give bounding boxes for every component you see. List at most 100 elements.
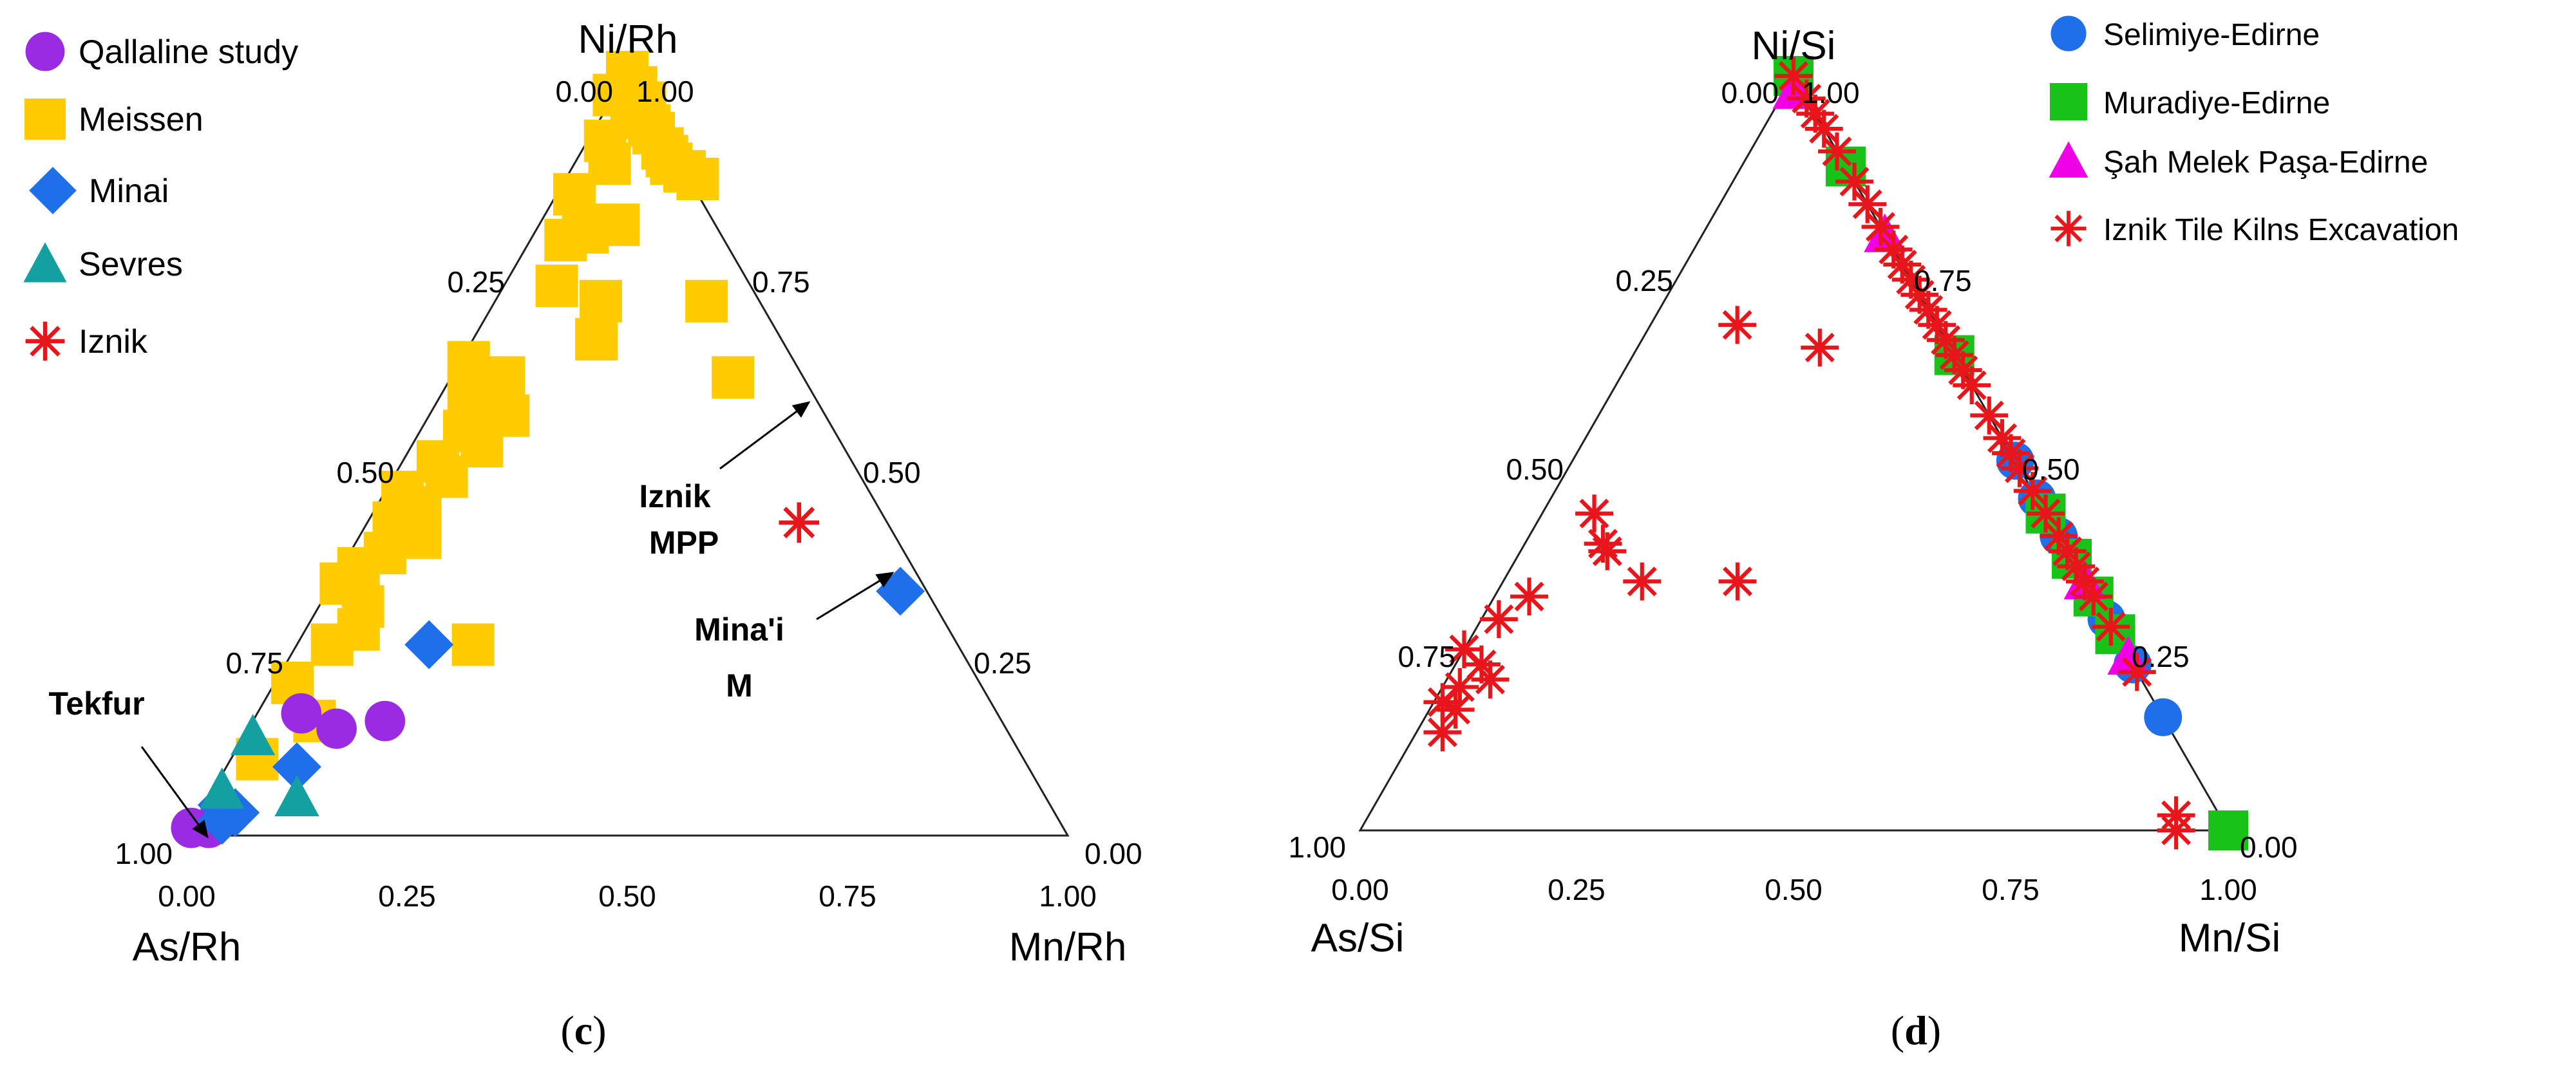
legend-marker [2050, 210, 2087, 247]
annotation-tekfur: Tekfur [48, 686, 144, 722]
panel-d-apex-right: Mn/Si [2179, 916, 2280, 960]
legend-symbol-square [2050, 83, 2087, 120]
annotation-minai-m-arrow [816, 572, 895, 621]
data-point-iznik-tile-kilns-excavation [1883, 245, 1922, 284]
data-point-iznik-tile-kilns-excavation [1983, 419, 2022, 458]
data-point-iznik-tile-kilns-excavation [1970, 396, 2009, 435]
data-point-meissen [579, 279, 622, 323]
data-point-iznik-tile-kilns-excavation [1623, 562, 1662, 601]
data-point-iznik-tile-kilns-excavation [2013, 472, 2052, 510]
data-point-iznik-tile-kilns-excavation [1861, 207, 1900, 246]
panel-d-right-tick: 0.75 [1914, 264, 1972, 297]
panel-d-left-tick: 0.50 [1506, 453, 1564, 486]
panel-d-left-tick: 0.00 [1721, 76, 1779, 109]
panel-c-annotations: Tekfur Iznik MPP Mina'i M [48, 401, 895, 839]
panel-d-points [1423, 56, 2248, 850]
panel-d-left-tick: 0.75 [1397, 640, 1455, 673]
panel-c-left-tick: 0.25 [447, 265, 505, 299]
legend-label: Iznik [79, 323, 148, 360]
panel-c-apex-top: Ni/Rh [578, 17, 677, 62]
panel-d-bottom-tick: 0.50 [1765, 873, 1823, 906]
panel-d-right-tick: 0.25 [2132, 640, 2190, 673]
legend-label: Qallaline study [79, 33, 298, 71]
panel-c-legend: Qallaline study Meissen Minai Sevres Izn… [23, 32, 298, 361]
annotation-tekfur-arrow [140, 746, 209, 839]
data-point-iznik-tile-kilns-excavation [1575, 494, 1613, 533]
panel-d-bottom-tick: 0.75 [1982, 873, 2040, 906]
data-point-iznik-tile-kilns-excavation [2157, 811, 2195, 850]
annotation-iznik-mpp-arrow [719, 401, 811, 470]
data-point-sevres [200, 767, 245, 809]
legend-symbol-triangle [23, 242, 67, 283]
legend-marker [25, 32, 65, 71]
annotation-minai-m-line1: Mina'i [694, 612, 784, 648]
panel-c: Ni/Rh As/Rh Mn/Rh 0.00 0.25 0.50 0.75 1.… [23, 17, 1142, 1053]
legend-marker [23, 242, 67, 283]
data-point-meissen [575, 318, 618, 361]
legend-symbol-triangle [2049, 141, 2088, 178]
data-point-iznik-tile-kilns-excavation [1804, 109, 1843, 148]
legend-symbol-diamond [29, 167, 77, 214]
panel-d-right-tick: 0.50 [2022, 453, 2080, 486]
data-point-iznik-tile-kilns-excavation [1909, 290, 1947, 329]
panel-d-legend: Selimiye-Edirne Muradiye-Edirne Şah Mele… [2049, 15, 2459, 247]
legend-symbol-asterisk [2050, 210, 2087, 247]
data-point-qallaline-study [316, 708, 357, 749]
data-point-iznik-tile-kilns-excavation [1510, 577, 1548, 616]
data-point-iznik-tile-kilns-excavation [2092, 608, 2130, 646]
panel-d-right-tick: 0.00 [2240, 830, 2298, 864]
panel-c-right-tick: 0.75 [752, 265, 810, 299]
data-point-iznik-tile-kilns-excavation [1848, 185, 1887, 223]
panel-c-left-tick: 0.50 [336, 456, 394, 489]
legend-item: Sevres [23, 242, 183, 283]
panel-c-right-tick: 0.00 [1084, 837, 1142, 870]
data-point-iznik-tile-kilns-excavation [1774, 57, 1813, 95]
panel-c-bottom-tick: 0.50 [598, 879, 656, 913]
panel-c-right-tick: 0.50 [863, 456, 921, 489]
panel-d-bottom-tick: 0.00 [1331, 873, 1389, 906]
ternary-frame [185, 70, 1070, 837]
data-point-iznik-tile-kilns-excavation [1423, 713, 1462, 752]
legend-marker [29, 167, 77, 214]
data-point-iznik-tile-kilns-excavation [2048, 532, 2087, 570]
data-point-meissen [597, 203, 640, 247]
legend-symbol-asterisk [25, 321, 65, 361]
legend-marker [2049, 141, 2088, 178]
data-point-iznik [779, 502, 820, 543]
panel-c-bottom-tick: 1.00 [1039, 879, 1097, 913]
data-point-minai [197, 796, 247, 845]
panel-d-triangle [1358, 73, 2230, 832]
panel-c-bottom-tick: 0.25 [378, 879, 436, 913]
data-point-iznik-tile-kilns-excavation [1801, 328, 1839, 367]
panel-d-apex-left: As/Si [1311, 916, 1405, 960]
data-point-iznik-tile-kilns-excavation [1718, 562, 1757, 601]
panel-c-labels: Ni/Rh As/Rh Mn/Rh 0.00 0.25 0.50 0.75 1.… [115, 17, 1142, 1053]
legend-marker [2050, 15, 2087, 51]
data-point-iznik-tile-kilns-excavation [1423, 683, 1462, 722]
panel-c-right-tick: 0.25 [974, 646, 1032, 680]
data-point-meissen [712, 356, 755, 399]
panel-c-left-tick: 0.00 [555, 75, 613, 108]
data-point-iznik-tile-kilns-excavation [1471, 660, 1510, 699]
panel-d-bottom-tick: 1.00 [2199, 873, 2257, 906]
data-point-iznik-tile-kilns-excavation [1818, 132, 1856, 171]
legend-item: Qallaline study [25, 32, 298, 71]
data-point-selimiye-edirne [2144, 698, 2183, 736]
legend-label: Şah Melek Paşa-Edirne [2103, 145, 2428, 180]
data-point-meissen [676, 158, 719, 201]
data-point-meissen [451, 623, 495, 666]
legend-label: Selimiye-Edirne [2103, 18, 2320, 52]
panel-c-left-tick: 1.00 [115, 837, 173, 870]
panel-d: Ni/Si As/Si Mn/Si 0.00 0.25 0.50 0.75 1.… [1288, 15, 2459, 1053]
panel-d-bottom-tick: 0.25 [1548, 873, 1605, 906]
legend-marker [2050, 83, 2087, 120]
legend-label: Sevres [79, 246, 183, 283]
panel-d-labels: Ni/Si As/Si Mn/Si 0.00 0.25 0.50 0.75 1.… [1288, 24, 2297, 1053]
panel-c-label: (c) [560, 1007, 606, 1053]
legend-item: Meissen [24, 98, 204, 140]
data-point-sevres [230, 714, 276, 756]
panel-c-apex-left: As/Rh [133, 925, 242, 969]
panel-d-right-tick: 1.00 [1802, 76, 1860, 109]
data-point-meissen [685, 279, 728, 323]
